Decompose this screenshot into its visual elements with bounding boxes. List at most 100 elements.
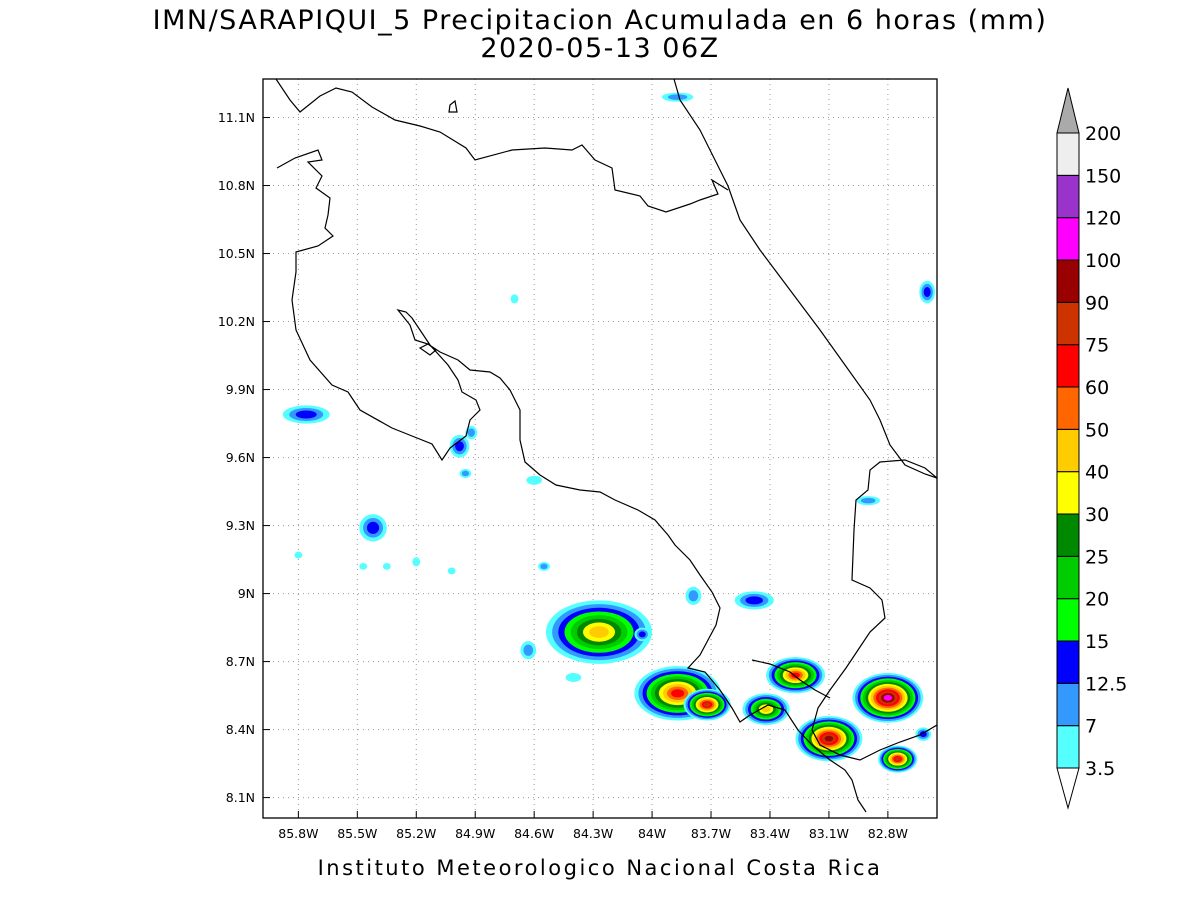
precip-contour bbox=[667, 94, 688, 100]
precip-contour bbox=[589, 626, 609, 639]
coastline-caribbean bbox=[673, 79, 937, 479]
precip-contour bbox=[638, 631, 646, 638]
precip-contour bbox=[510, 294, 519, 304]
colorbar-label: 7 bbox=[1085, 716, 1097, 738]
colorbar-label: 200 bbox=[1085, 123, 1121, 145]
colorbar-label: 120 bbox=[1085, 208, 1121, 230]
precip-contour bbox=[688, 590, 699, 602]
lat-tick-label: 10.2N bbox=[218, 314, 255, 329]
colorbar-label: 100 bbox=[1085, 250, 1121, 272]
precip-contour bbox=[523, 644, 534, 656]
precip-contour bbox=[412, 557, 421, 567]
lat-tick-label: 8.4N bbox=[226, 722, 255, 737]
precip-contour bbox=[295, 410, 317, 419]
lat-tick-label: 11.1N bbox=[218, 110, 255, 125]
lon-tick-label: 85.8W bbox=[278, 826, 318, 841]
precip-contour bbox=[923, 287, 931, 298]
precip-contour bbox=[745, 596, 763, 605]
longitude-tick-labels: 85.8W 85.5W 85.2W 84.9W 84.6W 84.3W 84W 83.7W 83… bbox=[278, 826, 908, 841]
colorbar-label: 60 bbox=[1085, 377, 1109, 399]
lon-tick-label: 84W bbox=[638, 826, 666, 841]
colorbar-swatch bbox=[1056, 217, 1080, 261]
map-grid bbox=[263, 79, 937, 818]
precip-contour bbox=[467, 428, 475, 437]
lon-tick-label: 82.8W bbox=[868, 826, 908, 841]
lon-tick-label: 84.9W bbox=[455, 826, 495, 841]
colorbar-max-arrow bbox=[1056, 87, 1080, 134]
colorbar-label: 30 bbox=[1085, 504, 1109, 526]
coastline-layer bbox=[275, 79, 937, 813]
precip-contour bbox=[366, 521, 380, 534]
lon-tick-label: 84.6W bbox=[514, 826, 554, 841]
lon-tick-label: 85.5W bbox=[337, 826, 377, 841]
colorbar-label: 75 bbox=[1085, 335, 1109, 357]
colorbar-swatch bbox=[1056, 259, 1080, 303]
colorbar-label: 90 bbox=[1085, 292, 1109, 314]
lon-tick-label: 85.2W bbox=[396, 826, 436, 841]
colorbar-swatch bbox=[1056, 725, 1080, 769]
colorbar-label: 150 bbox=[1085, 165, 1121, 187]
colorbar-swatch bbox=[1056, 344, 1080, 388]
precip-contour bbox=[540, 563, 548, 570]
colorbar-swatch bbox=[1056, 513, 1080, 557]
colorbar-label: 25 bbox=[1085, 546, 1109, 568]
lat-tick-label: 10.5N bbox=[218, 246, 255, 261]
lat-tick-label: 9.9N bbox=[226, 382, 255, 397]
colorbar-label: 12.5 bbox=[1085, 673, 1127, 695]
precip-contour bbox=[791, 672, 800, 678]
precip-contour bbox=[455, 441, 464, 452]
colorbar-swatch bbox=[1056, 174, 1080, 219]
colorbar-swatch bbox=[1056, 598, 1080, 642]
colorbar-swatch bbox=[1056, 555, 1080, 600]
precip-contour bbox=[824, 735, 834, 742]
precip-contour bbox=[447, 567, 456, 575]
precip-contour bbox=[359, 562, 368, 570]
coastline-north bbox=[275, 79, 729, 213]
precip-contour bbox=[894, 757, 901, 761]
border-panama bbox=[811, 459, 937, 761]
precip-contour bbox=[526, 475, 543, 485]
precip-contour bbox=[294, 551, 303, 559]
precip-contour bbox=[860, 497, 876, 504]
lat-tick-label: 9N bbox=[238, 586, 255, 601]
lon-tick-label: 83.4W bbox=[750, 826, 790, 841]
colorbar-swatch bbox=[1056, 386, 1080, 430]
precip-contour bbox=[883, 694, 893, 701]
plot-frame bbox=[262, 78, 938, 819]
colorbar-swatch bbox=[1056, 471, 1080, 515]
lat-tick-label: 10.8N bbox=[218, 178, 255, 193]
lon-tick-label: 83.1W bbox=[809, 826, 849, 841]
lat-tick-label: 8.1N bbox=[226, 790, 255, 805]
coastline-panama bbox=[751, 659, 831, 699]
colorbar-swatch bbox=[1056, 682, 1080, 727]
lat-tick-label: 9.3N bbox=[226, 518, 255, 533]
precip-contour bbox=[703, 702, 711, 707]
colorbar-swatch bbox=[1056, 132, 1080, 176]
colorbar-min-arrow bbox=[1056, 767, 1080, 810]
footer-credit: Instituto Meteorologico Nacional Costa R… bbox=[317, 856, 883, 880]
colorbar-label: 3.5 bbox=[1085, 758, 1115, 780]
colorbar-label: 15 bbox=[1085, 631, 1109, 653]
precip-contour bbox=[461, 470, 470, 477]
precipitation-layer bbox=[282, 92, 936, 773]
map-subtitle-date: 2020-05-13 06Z bbox=[480, 33, 720, 64]
lon-tick-label: 83.7W bbox=[691, 826, 731, 841]
lat-tick-label: 8.7N bbox=[226, 654, 255, 669]
colorbar-label: 40 bbox=[1085, 462, 1109, 484]
colorbar-label: 20 bbox=[1085, 589, 1109, 611]
colorbar-swatch bbox=[1056, 640, 1080, 684]
lake-icon bbox=[418, 343, 437, 356]
precip-contour bbox=[565, 672, 582, 682]
lon-tick-label: 84.3W bbox=[573, 826, 613, 841]
lat-tick-label: 9.6N bbox=[226, 450, 255, 465]
precip-contour bbox=[671, 689, 685, 698]
color-legend: 3.5 7 12.5 15 20 25 30 40 50 60 75 90 100 120 150 200 bbox=[1056, 87, 1127, 810]
island-icon bbox=[448, 99, 458, 113]
colorbar-label: 50 bbox=[1085, 419, 1109, 441]
latitude-tick-labels: 8.1N 8.4N 8.7N 9N 9.3N 9.6N 9.9N 10.2N 10.5N 10.8… bbox=[218, 110, 255, 805]
colorbar-swatch bbox=[1056, 301, 1080, 346]
map-title: IMN/SARAPIQUI_5 Precipitacion Acumulada … bbox=[152, 5, 1048, 36]
precip-contour bbox=[382, 562, 391, 570]
colorbar-swatch bbox=[1056, 428, 1080, 473]
